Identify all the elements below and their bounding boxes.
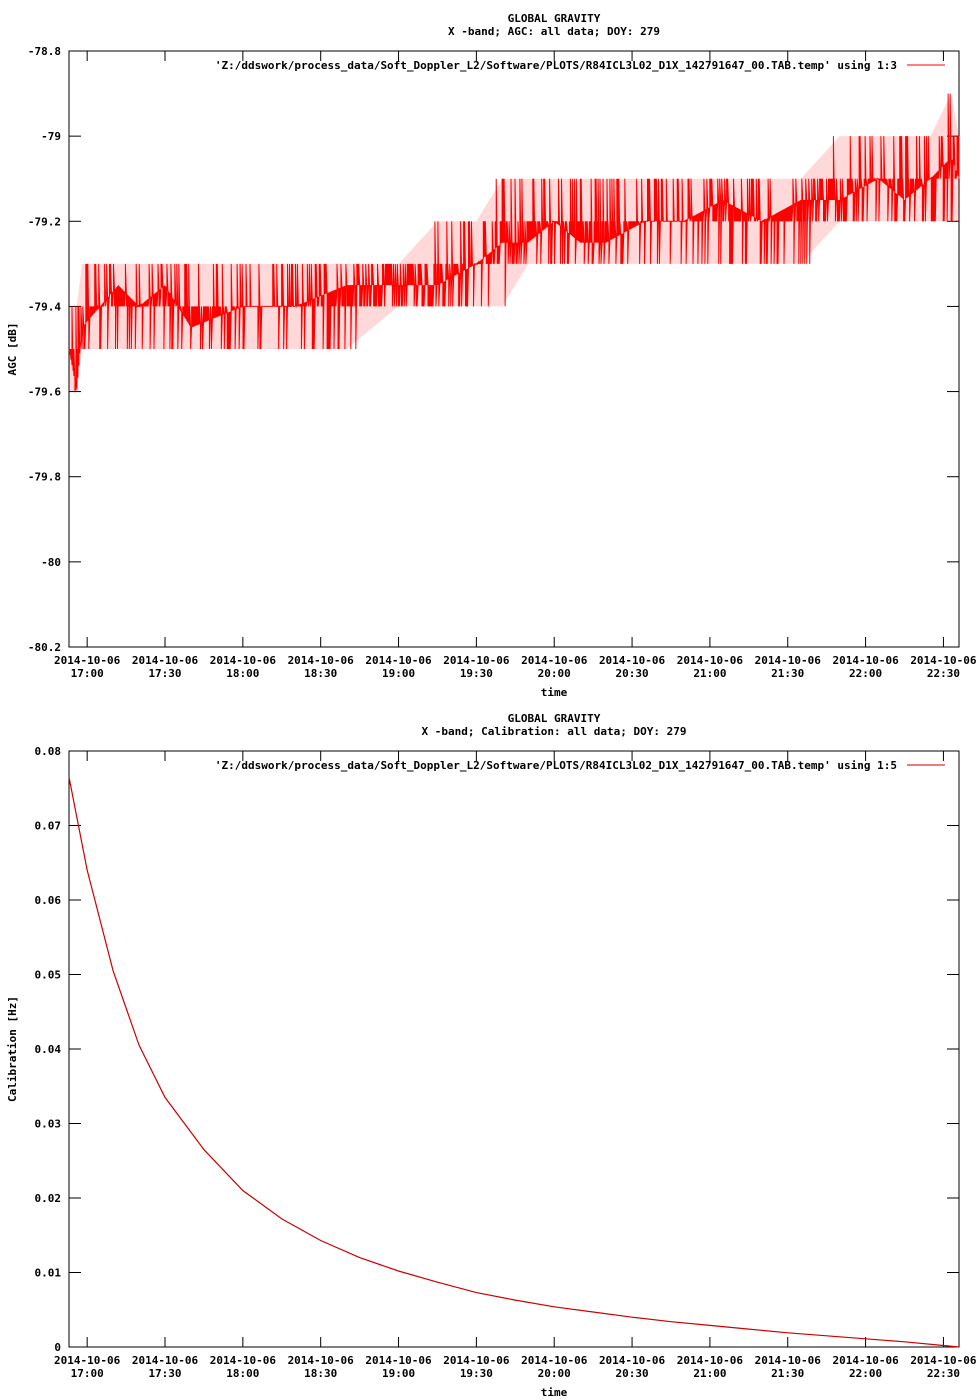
x-tick-label-date: 2014-10-06: [677, 654, 744, 667]
x-tick-label-time: 19:30: [460, 1367, 493, 1380]
x-tick-label-date: 2014-10-06: [288, 654, 355, 667]
y-tick-label: -78.8: [28, 45, 61, 58]
y-tick-label: -79.8: [28, 471, 61, 484]
x-tick-label-date: 2014-10-06: [910, 1354, 977, 1367]
x-tick-label-date: 2014-10-06: [521, 1354, 588, 1367]
x-tick-label-time: 17:30: [148, 1367, 181, 1380]
y-tick-label: -79: [41, 130, 61, 143]
x-tick-label-time: 21:30: [771, 667, 804, 680]
x-tick-label-time: 20:30: [615, 1367, 648, 1380]
chart-subtitle: X -band; AGC: all data; DOY: 279: [448, 25, 660, 38]
series-line: [68, 776, 960, 1348]
x-tick-label-time: 22:00: [849, 1367, 882, 1380]
y-tick-label: -80.2: [28, 641, 61, 654]
plot-frame: [68, 750, 960, 1348]
y-tick-label: 0.06: [35, 894, 62, 907]
y-tick-label: -79.6: [28, 386, 61, 399]
legend-entry-label: 'Z:/ddswork/process_data/Soft_Doppler_L2…: [215, 759, 897, 772]
x-tick-label-time: 18:30: [304, 667, 337, 680]
x-tick-label-date: 2014-10-06: [832, 1354, 899, 1367]
x-tick-label-time: 22:30: [927, 1367, 960, 1380]
y-tick-label: 0.02: [35, 1192, 62, 1205]
x-tick-label-date: 2014-10-06: [443, 654, 510, 667]
x-tick-label-time: 21:00: [693, 1367, 726, 1380]
y-tick-label: 0.04: [35, 1043, 62, 1056]
x-tick-label-date: 2014-10-06: [132, 1354, 199, 1367]
x-tick-label-time: 19:00: [382, 1367, 415, 1380]
y-tick-label: -79.2: [28, 215, 61, 228]
x-tick-label-time: 17:30: [148, 667, 181, 680]
x-tick-label-date: 2014-10-06: [54, 1354, 121, 1367]
x-tick-label-date: 2014-10-06: [210, 1354, 277, 1367]
y-axis-label: Calibration [Hz]: [6, 996, 19, 1102]
legend-entry-label: 'Z:/ddswork/process_data/Soft_Doppler_L2…: [215, 59, 897, 72]
y-tick-label: 0.08: [35, 745, 62, 758]
x-tick-label-time: 18:00: [226, 667, 259, 680]
x-tick-label-date: 2014-10-06: [54, 654, 121, 667]
x-tick-label-time: 20:30: [615, 667, 648, 680]
y-tick-label: 0.03: [35, 1118, 62, 1131]
y-tick-label: 0: [54, 1341, 61, 1354]
x-tick-label-date: 2014-10-06: [443, 1354, 510, 1367]
x-tick-label-date: 2014-10-06: [832, 654, 899, 667]
x-tick-label-time: 18:30: [304, 1367, 337, 1380]
chart-title: GLOBAL GRAVITY: [508, 712, 601, 725]
x-tick-label-time: 17:00: [71, 1367, 104, 1380]
y-tick-label: -80: [41, 556, 61, 569]
x-axis-label: time: [541, 1386, 568, 1399]
x-tick-label-date: 2014-10-06: [132, 654, 199, 667]
y-tick-label: 0.01: [35, 1267, 62, 1280]
x-tick-label-time: 20:00: [538, 667, 571, 680]
x-tick-label-time: 21:00: [693, 667, 726, 680]
x-tick-label-time: 22:30: [927, 667, 960, 680]
x-tick-label-time: 19:30: [460, 667, 493, 680]
x-tick-label-date: 2014-10-06: [910, 654, 977, 667]
x-tick-label-time: 21:30: [771, 1367, 804, 1380]
x-tick-label-date: 2014-10-06: [599, 1354, 666, 1367]
x-tick-label-time: 18:00: [226, 1367, 259, 1380]
x-tick-label-date: 2014-10-06: [677, 1354, 744, 1367]
x-tick-label-date: 2014-10-06: [365, 654, 432, 667]
x-tick-label-date: 2014-10-06: [365, 1354, 432, 1367]
x-tick-label-date: 2014-10-06: [521, 654, 588, 667]
x-tick-label-time: 22:00: [849, 667, 882, 680]
y-tick-label: 0.05: [35, 969, 62, 982]
x-tick-label-date: 2014-10-06: [288, 1354, 355, 1367]
x-tick-label-date: 2014-10-06: [599, 654, 666, 667]
x-tick-label-time: 19:00: [382, 667, 415, 680]
series-line: [68, 93, 960, 392]
x-tick-label-date: 2014-10-06: [755, 1354, 822, 1367]
x-tick-label-time: 20:00: [538, 1367, 571, 1380]
chart-subtitle: X -band; Calibration: all data; DOY: 279: [422, 725, 687, 738]
y-tick-label: 0.07: [35, 820, 62, 833]
x-axis-label: time: [541, 686, 568, 699]
x-tick-label-date: 2014-10-06: [755, 654, 822, 667]
x-tick-label-date: 2014-10-06: [210, 654, 277, 667]
chart-title: GLOBAL GRAVITY: [508, 12, 601, 25]
x-tick-label-time: 17:00: [71, 667, 104, 680]
y-tick-label: -79.4: [28, 300, 61, 313]
y-axis-label: AGC [dB]: [6, 323, 19, 376]
